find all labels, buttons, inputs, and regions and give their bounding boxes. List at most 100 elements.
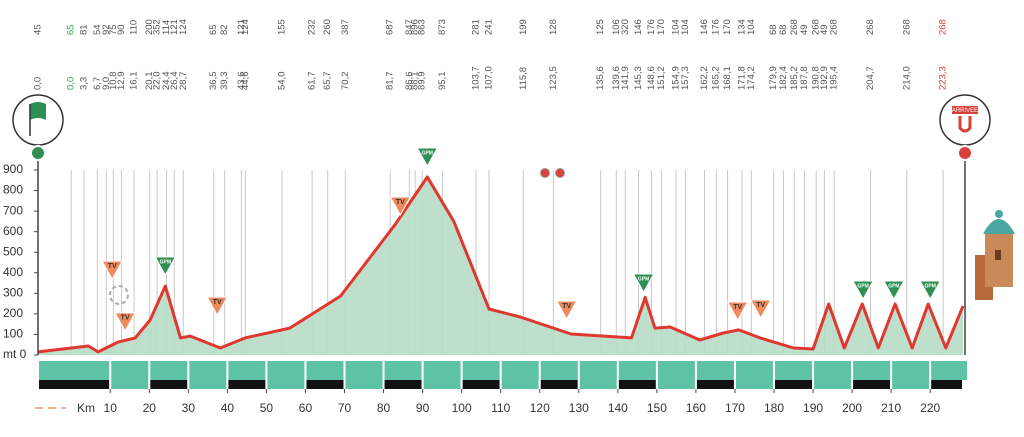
checkpoint-altitude: 121: [169, 19, 180, 35]
ornament: [109, 285, 129, 305]
checkpoint-km: 44,6: [240, 72, 251, 91]
km-band: [38, 361, 967, 380]
checkpoint-km: 0,0: [33, 77, 44, 90]
checkpoint-altitude: 68: [768, 24, 779, 35]
checkpoint-km: 103,7: [471, 66, 482, 90]
x-tick-label: 130: [569, 401, 589, 415]
climb-marker: [852, 280, 874, 301]
checkpoint-km: 24,4: [161, 72, 172, 91]
climb-marker: [101, 260, 124, 281]
checkpoint-km: 157,3: [680, 66, 691, 90]
climb-marker-label: TV: [733, 304, 742, 311]
ornament: [555, 168, 565, 178]
checkpoint-altitude: 125: [595, 19, 606, 35]
checkpoint-altitude: 104: [671, 19, 682, 35]
climb-marker-label: GPM: [422, 150, 433, 156]
profile-area: [38, 177, 963, 355]
climb-marker: [919, 280, 942, 301]
band-segment: [423, 380, 461, 389]
checkpoint-km: 162,2: [699, 66, 710, 90]
band-segment: [189, 380, 227, 389]
checkpoint-altitude: 260: [322, 19, 333, 35]
checkpoint-altitude: 176: [646, 19, 657, 35]
checkpoint-km: 148,6: [646, 66, 657, 90]
climb-marker-label: TV: [213, 299, 222, 306]
checkpoint-altitude: 847: [404, 19, 415, 35]
x-tick-label: 210: [881, 401, 901, 415]
checkpoint-altitude: 82: [219, 24, 230, 35]
checkpoint-altitude: 268: [938, 19, 949, 35]
checkpoint-km: 195,4: [829, 66, 840, 90]
band-segment: [39, 380, 110, 389]
checkpoint-km: 70,2: [340, 72, 351, 91]
checkpoint-altitude: 49: [799, 24, 810, 35]
band-segment: [306, 380, 344, 389]
checkpoint-km: 204,7: [865, 66, 876, 90]
x-tick-label: 120: [530, 401, 550, 415]
checkpoint-km: 16,1: [129, 72, 140, 91]
x-tick-label: 30: [182, 401, 196, 415]
checkpoint-altitude: 49: [819, 24, 830, 35]
climb-marker-label: TV: [108, 263, 117, 270]
checkpoint-altitude: 45: [33, 24, 44, 35]
checkpoint-altitude: 90: [116, 24, 127, 35]
checkpoint-altitude: 170: [722, 19, 733, 35]
x-tick-label: 180: [764, 401, 784, 415]
checkpoint-km: 88,1: [410, 72, 421, 91]
climb-marker-label: TV: [562, 303, 571, 310]
climb-marker-label: TV: [396, 199, 405, 206]
checkpoint-km: 43,6: [236, 72, 247, 91]
checkpoint-altitude: 121: [236, 19, 247, 35]
x-tick-label: 150: [647, 401, 667, 415]
checkpoint-km: 9,0: [101, 77, 112, 90]
checkpoint-altitude: 268: [865, 19, 876, 35]
checkpoint-km: 22,0: [152, 72, 163, 91]
checkpoint-km: 61,7: [307, 72, 318, 91]
checkpoint-km: 65,7: [322, 72, 333, 91]
checkpoint-km: 6,7: [92, 77, 103, 90]
x-tick-label: 100: [452, 401, 472, 415]
x-tick-label: 90: [416, 401, 430, 415]
checkpoint-altitude: 106: [611, 19, 622, 35]
checkpoint-km: 54,0: [277, 72, 288, 91]
checkpoint-km: 223,3: [938, 66, 949, 90]
x-tick-label: 60: [299, 401, 313, 415]
checkpoint-altitude: 873: [437, 19, 448, 35]
checkpoint-altitude: 200: [144, 19, 155, 35]
climb-marker: [632, 273, 655, 294]
checkpoint-altitude: 268: [789, 19, 800, 35]
checkpoint-altitude: 110: [129, 20, 140, 35]
x-tick-label: 140: [608, 401, 628, 415]
checkpoint-altitude: 232: [307, 19, 318, 35]
climb-marker: [206, 296, 229, 317]
checkpoint-altitude: 176: [711, 19, 722, 35]
checkpoint-km: 171,8: [737, 66, 748, 90]
checkpoint-km: 36,5: [208, 72, 219, 91]
checkpoint-altitude: 114: [161, 20, 172, 35]
band-segment: [853, 380, 891, 389]
band-segment: [931, 380, 962, 389]
checkpoint-km: 0,0: [66, 77, 77, 90]
band-segment: [267, 380, 305, 389]
x-tick-label: 160: [686, 401, 706, 415]
x-tick-label: 170: [725, 401, 745, 415]
checkpoint-altitude: 896: [410, 19, 421, 35]
checkpoint-altitude: 199: [518, 19, 529, 35]
checkpoint-altitude: 134: [737, 19, 748, 35]
band-segment: [540, 380, 578, 389]
x-tick-label: 70: [338, 401, 352, 415]
checkpoint-km: 139,6: [611, 66, 622, 90]
checkpoint-altitude: 104: [680, 19, 691, 35]
x-tick-label: 50: [260, 401, 274, 415]
checkpoint-km: 81,7: [385, 72, 396, 91]
climb-marker: [416, 147, 439, 168]
band-segment: [814, 380, 852, 389]
band-segment: [657, 380, 695, 389]
checkpoint-altitude: 352: [152, 19, 163, 35]
checkpoint-km: 192,9: [819, 66, 830, 90]
band-segment: [579, 380, 617, 389]
checkpoint-altitude: 268: [829, 19, 840, 35]
checkpoint-km: 20,1: [144, 72, 155, 91]
y-tick-label: 500: [3, 244, 23, 258]
checkpoint-km: 154,9: [671, 66, 682, 90]
